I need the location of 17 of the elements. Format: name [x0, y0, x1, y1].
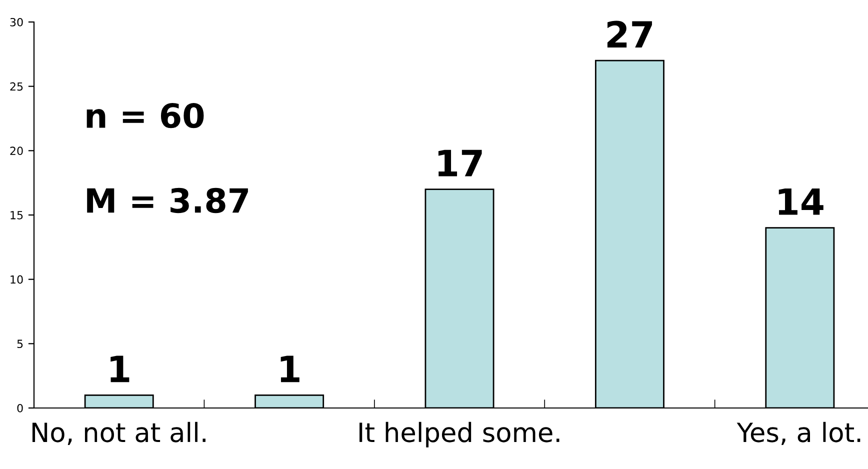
x-tick-label: No, not at all. — [32, 422, 206, 446]
y-tick-label: 15 — [10, 211, 23, 220]
data-label: 17 — [438, 150, 482, 176]
x-tick-label: Yes, a lot. — [736, 422, 860, 446]
data-label: 1 — [110, 356, 130, 382]
data-label: 1 — [280, 356, 300, 382]
y-tick-label: 0 — [17, 404, 23, 412]
data-label: 14 — [778, 188, 824, 215]
annotation: n = 60 — [86, 102, 204, 128]
y-tick-label: 10 — [10, 275, 23, 284]
y-tick-label: 20 — [10, 146, 23, 156]
x-tick-label: It helped some. — [360, 422, 560, 448]
y-tick-label: 30 — [10, 18, 23, 26]
data-label: 27 — [607, 20, 652, 48]
y-tick-label: 5 — [17, 340, 23, 348]
annotation: M = 3.87 — [87, 188, 248, 214]
y-tick-label: 25 — [10, 82, 23, 91]
